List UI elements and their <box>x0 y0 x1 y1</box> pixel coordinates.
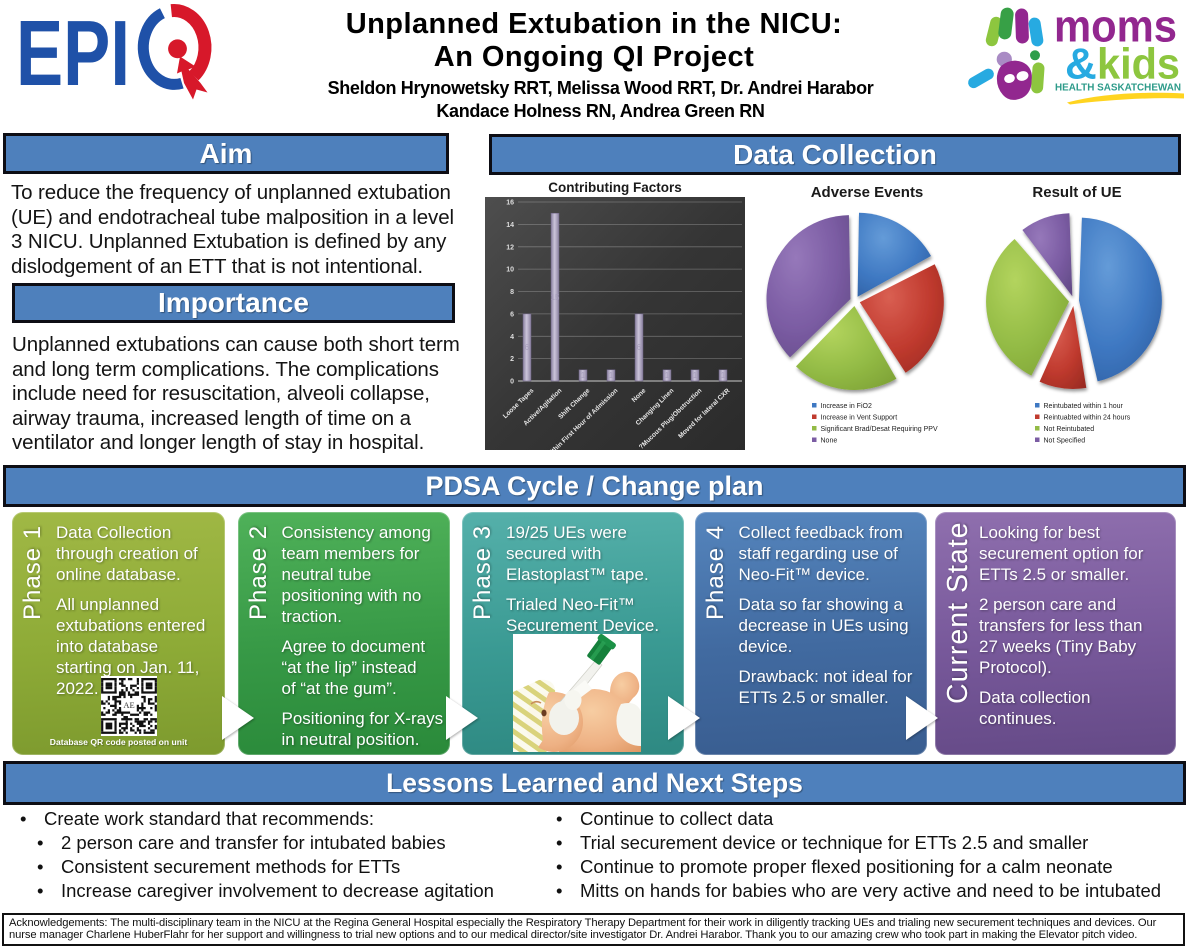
svg-text:HEALTH SASKATCHEWAN: HEALTH SASKATCHEWAN <box>1055 82 1181 94</box>
svg-text:1: 1 <box>693 371 698 380</box>
svg-text:15: 15 <box>551 293 560 302</box>
svg-text:EPI: EPI <box>16 1 130 105</box>
svg-text:1: 1 <box>665 371 670 380</box>
svg-text:10: 10 <box>506 267 514 274</box>
svg-text:8: 8 <box>510 289 514 296</box>
svg-text:1: 1 <box>609 371 614 380</box>
svg-text:kids: kids <box>1097 40 1180 89</box>
svg-text:AE: AE <box>123 700 134 710</box>
svg-text:1: 1 <box>581 371 586 380</box>
svg-text:6: 6 <box>525 343 530 352</box>
svg-text:16: 16 <box>506 200 514 207</box>
svg-text:Increase in FiO2: Increase in FiO2 <box>821 403 872 410</box>
svg-text:Not Specified: Not Specified <box>1044 438 1086 445</box>
svg-text:12: 12 <box>506 244 514 251</box>
svg-text:4: 4 <box>510 334 514 341</box>
svg-text:14: 14 <box>506 222 514 229</box>
svg-text:6: 6 <box>510 311 514 318</box>
svg-text:Reintubated within 1 hour: Reintubated within 1 hour <box>1044 403 1124 410</box>
svg-text:None: None <box>821 438 838 445</box>
svg-text:&: & <box>1065 40 1097 89</box>
svg-text:Reintuabted within 24 hours: Reintuabted within 24 hours <box>1044 415 1131 422</box>
svg-text:Increase in Vent Support: Increase in Vent Support <box>821 415 898 422</box>
svg-text:Significant Brad/Desat Requiri: Significant Brad/Desat Requiring PPV <box>821 426 938 433</box>
svg-text:Not Reintubated: Not Reintubated <box>1044 426 1095 433</box>
svg-text:2: 2 <box>510 356 514 363</box>
svg-text:moms: moms <box>1054 1 1177 52</box>
svg-text:1: 1 <box>721 371 726 380</box>
svg-text:0: 0 <box>510 379 514 386</box>
svg-text:6: 6 <box>637 343 642 352</box>
